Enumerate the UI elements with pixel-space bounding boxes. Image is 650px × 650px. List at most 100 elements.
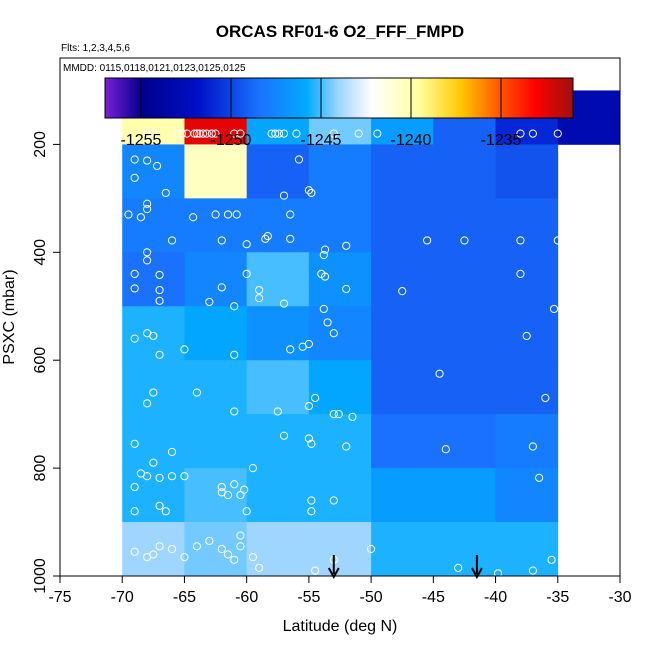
y-tick-label: 600 — [32, 347, 49, 374]
data-point — [354, 129, 363, 138]
colorbar-tick-label: -1240 — [391, 132, 432, 149]
data-point — [130, 334, 139, 343]
data-point — [143, 156, 152, 165]
data-point — [155, 542, 164, 551]
data-point — [130, 269, 139, 278]
data-point — [190, 129, 199, 138]
data-point — [223, 490, 233, 500]
data-point — [279, 299, 289, 308]
heatmap-cell — [122, 306, 185, 361]
data-point — [202, 129, 211, 138]
data-point — [236, 542, 245, 551]
arrow-head — [327, 567, 340, 580]
heatmap-cell — [308, 468, 372, 523]
data-point — [207, 129, 216, 138]
heatmap-cell — [246, 522, 310, 576]
heatmap-cell — [371, 468, 434, 523]
heatmap-cell — [184, 306, 248, 361]
data-point — [307, 496, 316, 505]
data-point — [307, 507, 316, 516]
data-point — [217, 283, 226, 292]
data-point — [279, 129, 289, 138]
x-tick-label: -40 — [484, 589, 507, 606]
data-point — [223, 210, 233, 219]
arrow-head — [471, 567, 483, 580]
data-point — [398, 287, 407, 296]
data-point — [130, 482, 139, 492]
data-point — [211, 129, 220, 138]
data-point — [242, 240, 251, 249]
data-point — [143, 399, 152, 408]
y-tick-label: 400 — [32, 239, 49, 266]
data-point — [329, 329, 338, 338]
data-point — [155, 296, 164, 305]
heatmap-cell — [371, 252, 434, 307]
data-point — [152, 161, 162, 171]
heatmap-cell — [308, 252, 372, 307]
data-point — [192, 542, 201, 551]
data-point — [167, 236, 177, 245]
data-point — [130, 155, 139, 164]
data-point — [236, 129, 245, 138]
heatmap-cell — [371, 198, 434, 253]
heatmap-cell — [371, 522, 434, 576]
heatmap-cell — [308, 414, 372, 469]
heatmap-cell — [246, 252, 310, 307]
heatmap-cell — [495, 198, 559, 253]
data-point — [528, 129, 537, 138]
data-point — [149, 388, 158, 397]
x-tick-label: -30 — [608, 589, 631, 606]
data-point — [130, 173, 139, 182]
data-point — [334, 410, 343, 419]
plot-frame — [59, 57, 621, 577]
heatmap-cell — [433, 522, 496, 576]
data-point — [167, 472, 177, 481]
data-point — [248, 464, 257, 473]
heatmap-cell — [371, 144, 434, 199]
data-point — [130, 284, 139, 293]
data-point — [547, 555, 556, 564]
data-point — [232, 210, 241, 219]
y-tick-label: 200 — [32, 131, 49, 158]
heatmap-cell — [184, 468, 248, 523]
heatmap-cell — [184, 414, 248, 469]
data-point — [271, 129, 280, 138]
data-point — [130, 507, 139, 516]
data-point — [223, 550, 233, 559]
data-point — [143, 129, 152, 138]
data-point — [263, 232, 272, 241]
heatmap-cell — [308, 198, 372, 253]
data-point — [230, 350, 239, 359]
data-point — [143, 553, 152, 562]
data-point — [167, 447, 177, 457]
data-point — [493, 569, 503, 576]
y-axis: 200 400 600 800 1000 — [32, 131, 60, 594]
observation-points — [124, 129, 562, 576]
data-point — [143, 205, 152, 214]
data-point — [205, 297, 214, 307]
heatmap-cell — [433, 306, 496, 361]
data-point — [342, 442, 351, 451]
heatmap-cell — [495, 468, 559, 523]
data-point — [528, 442, 537, 451]
data-point — [211, 210, 220, 219]
data-point — [274, 129, 284, 138]
data-point — [230, 555, 239, 564]
heatmap-cell — [122, 252, 185, 307]
data-point — [342, 284, 351, 294]
data-point — [255, 294, 264, 303]
data-point — [516, 129, 525, 138]
data-point — [320, 272, 330, 281]
heatmap-cell — [433, 468, 496, 523]
data-point — [205, 536, 214, 546]
heatmap-cell — [246, 360, 310, 415]
data-point — [174, 129, 183, 138]
data-point — [161, 507, 170, 516]
data-point — [292, 129, 301, 138]
heatmap-cell — [184, 252, 248, 307]
heatmap-cell — [308, 522, 372, 576]
data-point — [217, 544, 226, 554]
data-point — [423, 236, 432, 245]
colorbar-ticks: -1255 -1250 -1245 -1240 -1235 — [121, 78, 522, 149]
